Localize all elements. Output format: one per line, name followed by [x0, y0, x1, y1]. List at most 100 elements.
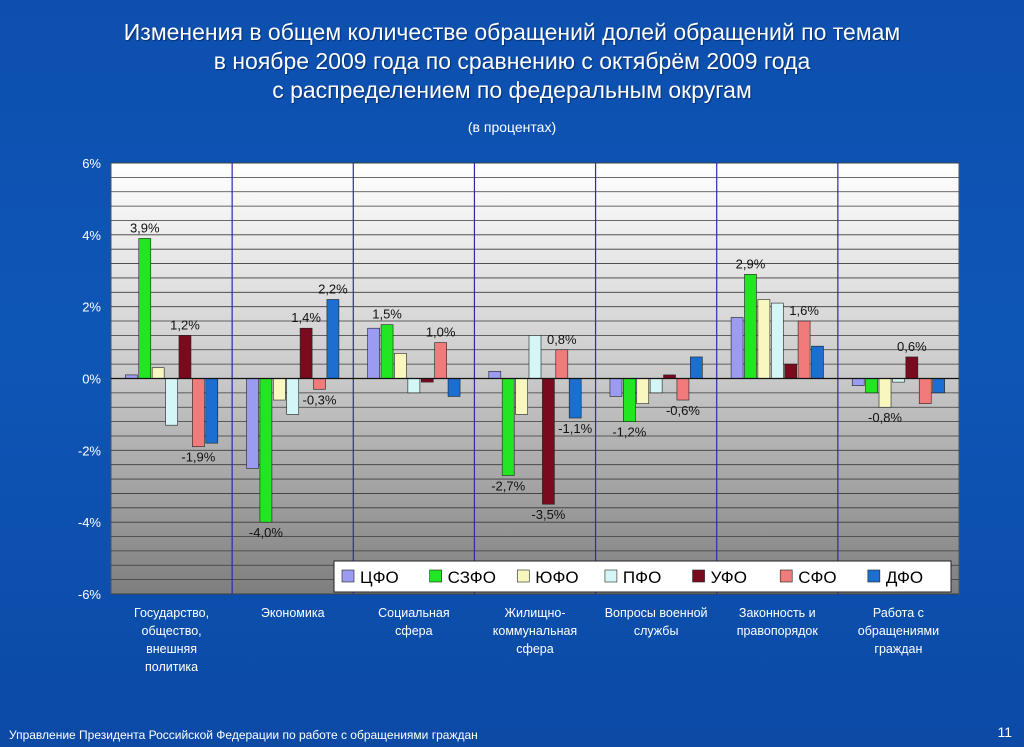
legend-swatch-СФО: [779, 569, 793, 583]
bar-ЮФО-6: [878, 378, 892, 408]
data-label: -3,5%: [531, 507, 565, 522]
y-tick-label: 6%: [82, 156, 101, 171]
data-label: -0,6%: [666, 403, 700, 418]
y-tick-label: 2%: [82, 300, 101, 315]
category-label: правопорядок: [737, 624, 819, 638]
data-label: 1,5%: [372, 307, 402, 322]
bar-ЦФО-3: [488, 371, 502, 379]
bar-ЮФО-1: [273, 378, 286, 401]
category-label: внешняя: [146, 642, 197, 656]
category-label: Государство,: [134, 606, 209, 620]
legend-swatch-ДФО: [867, 569, 881, 583]
bar-ЦФО-4: [609, 378, 623, 397]
bar-ДФО-2: [447, 378, 461, 397]
category-label: Законность и: [739, 606, 816, 620]
legend-label-СЗФО: СЗФО: [448, 568, 496, 587]
y-tick-label: -6%: [78, 587, 102, 602]
bar-СЗФО-1: [259, 378, 273, 523]
y-tick-label: -2%: [78, 443, 102, 458]
data-label: -0,8%: [868, 410, 902, 425]
data-label: -1,1%: [558, 421, 592, 436]
title-line-3: с распределением по федеральным округам: [272, 77, 752, 103]
bar-СФО-5: [797, 320, 811, 379]
bar-УФО-1: [299, 327, 313, 379]
legend-swatch-ЦФО: [341, 569, 355, 583]
category-label: сфера: [395, 624, 432, 638]
data-label: -2,7%: [491, 478, 525, 493]
category-label: обращениями: [858, 624, 939, 638]
data-label: -4,0%: [249, 525, 283, 540]
bar-ДФО-6: [932, 378, 945, 394]
category-label: Социальная: [378, 606, 450, 620]
bar-ДФО-4: [690, 356, 703, 379]
legend-label-СФО: СФО: [798, 568, 836, 587]
bar-СЗФО-2: [380, 324, 394, 379]
bar-СЗФО-4: [623, 378, 636, 422]
data-label: -1,9%: [181, 450, 215, 465]
bar-СФО-2: [434, 342, 447, 379]
bar-ЮФО-5: [757, 299, 771, 379]
category-label: общество,: [142, 624, 202, 638]
bar-ДФО-5: [811, 345, 824, 379]
category-label: граждан: [874, 642, 922, 656]
bar-СФО-6: [918, 378, 932, 404]
bar-ДФО-3: [568, 378, 582, 419]
bar-ДФО-1: [326, 299, 340, 379]
legend-swatch-ЮФО: [516, 569, 530, 583]
slide-title: Изменения в общем количестве обращений д…: [0, 18, 1024, 105]
legend-swatch-УФО: [692, 569, 705, 583]
bar-ПФО-5: [770, 302, 784, 379]
data-label: 1,0%: [426, 325, 456, 340]
bar-СФО-1: [313, 378, 326, 390]
page-number: 11: [997, 724, 1012, 740]
bar-ПФО-3: [528, 335, 542, 379]
bar-СЗФО-3: [501, 378, 515, 476]
data-label: 1,6%: [789, 303, 819, 318]
bar-ЮФО-4: [636, 378, 650, 404]
bar-СФО-0: [192, 378, 205, 448]
legend-swatch-СЗФО: [429, 569, 442, 583]
y-tick-label: 0%: [82, 372, 101, 387]
data-label: 3,9%: [130, 220, 160, 235]
legend-label-ЮФО: ЮФО: [535, 568, 578, 587]
bar-СЗФО-5: [744, 274, 757, 379]
category-label: Жилищно-: [504, 606, 565, 620]
y-tick-label: -4%: [78, 515, 102, 530]
category-label: Работа с: [873, 606, 924, 620]
data-label: 1,4%: [291, 310, 321, 325]
bar-УФО-6: [905, 356, 919, 379]
bar-УФО-0: [178, 335, 192, 379]
y-tick-label: 4%: [82, 228, 101, 243]
category-label: Вопросы военной: [605, 606, 708, 620]
legend-label-ДФО: ДФО: [886, 568, 923, 587]
bar-ДФО-0: [205, 378, 219, 444]
bar-УФО-5: [784, 363, 797, 379]
title-line-1: Изменения в общем количестве обращений д…: [123, 19, 901, 45]
legend-label-УФО: УФО: [711, 568, 747, 587]
data-label: -0,3%: [303, 392, 337, 407]
data-label: 2,2%: [318, 281, 348, 296]
legend-label-ПФО: ПФО: [623, 568, 661, 587]
data-label: 0,8%: [547, 332, 577, 347]
bar-ЮФО-3: [515, 378, 528, 415]
category-label: службы: [634, 624, 679, 638]
footer-text: Управление Президента Российской Федерац…: [9, 728, 478, 742]
bar-ЦФО-1: [246, 378, 259, 469]
bar-УФО-3: [542, 378, 555, 505]
slide-subtitle: (в процентах): [467, 119, 557, 135]
bar-СЗФО-0: [138, 238, 152, 379]
bar-СЗФО-6: [865, 378, 878, 394]
category-label: коммунальная: [493, 624, 577, 638]
title-line-2: в ноябре 2009 года по сравнению с октябр…: [213, 48, 811, 74]
bar-ЦФО-2: [367, 327, 380, 379]
category-label: политика: [145, 660, 198, 674]
legend-swatch-ПФО: [604, 569, 618, 583]
data-label: -1,2%: [612, 425, 646, 440]
data-label: 1,2%: [170, 317, 200, 332]
bar-ЦФО-5: [730, 317, 744, 379]
data-label: 0,6%: [897, 339, 927, 354]
category-label: Экономика: [261, 606, 325, 620]
bar-ЦФО-6: [851, 378, 865, 386]
data-label: 2,9%: [736, 256, 766, 271]
bar-СФО-3: [555, 349, 569, 379]
